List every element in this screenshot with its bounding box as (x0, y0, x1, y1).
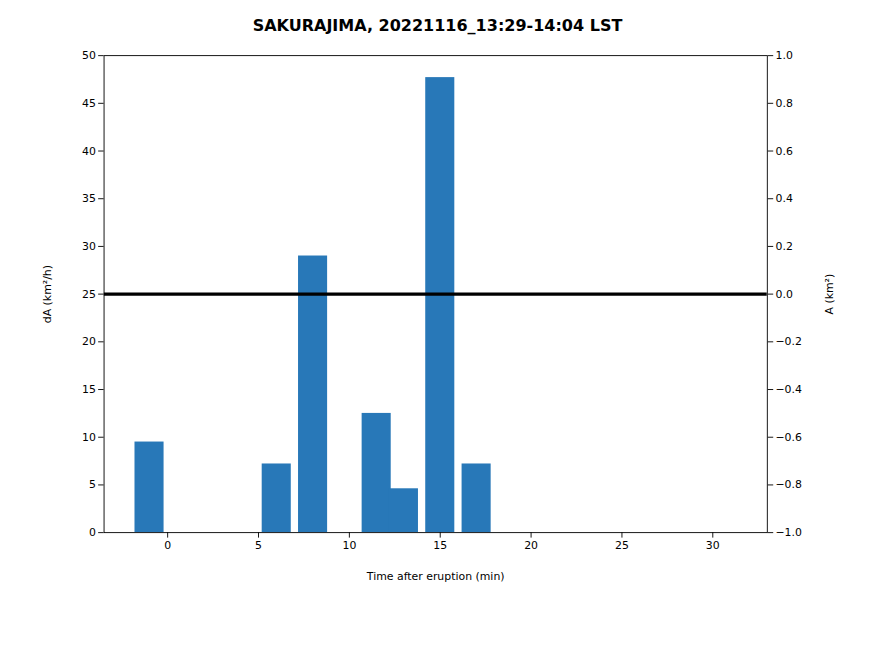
svg-text:35: 35 (82, 192, 96, 205)
svg-text:−0.8: −0.8 (775, 478, 802, 491)
svg-text:30: 30 (82, 240, 96, 253)
svg-text:15: 15 (82, 383, 96, 396)
svg-text:0.6: 0.6 (775, 145, 792, 158)
svg-text:0.2: 0.2 (775, 240, 792, 253)
svg-text:dA (km²/h): dA (km²/h) (41, 265, 54, 323)
svg-text:0.8: 0.8 (775, 97, 792, 110)
svg-text:50: 50 (82, 49, 96, 62)
svg-text:45: 45 (82, 97, 96, 110)
svg-text:0: 0 (164, 539, 171, 552)
svg-text:25: 25 (615, 539, 629, 552)
svg-text:−1.0: −1.0 (775, 526, 802, 539)
svg-text:0: 0 (89, 526, 96, 539)
svg-text:20: 20 (524, 539, 538, 552)
svg-text:−0.6: −0.6 (775, 431, 802, 444)
svg-text:30: 30 (706, 539, 720, 552)
html-text:SAKURAJIMA, 20221116_13:29-14:: SAKURAJIMA, 20221116_13:29-14:04 LST (252, 16, 623, 35)
svg-text:10: 10 (82, 431, 96, 444)
svg-text:−0.4: −0.4 (775, 383, 802, 396)
svg-text:25: 25 (82, 288, 96, 301)
svg-text:5: 5 (89, 478, 96, 491)
svg-text:5: 5 (255, 539, 262, 552)
svg-text:−0.2: −0.2 (775, 335, 801, 348)
svg-text:40: 40 (82, 145, 96, 158)
svg-text:0.0: 0.0 (775, 288, 792, 301)
svg-text:10: 10 (342, 539, 356, 552)
svg-text:1.0: 1.0 (775, 49, 792, 62)
svg-text:20: 20 (82, 335, 96, 348)
svg-text:0.4: 0.4 (775, 192, 792, 205)
svg-text:A (km²): A (km²) (823, 274, 835, 315)
svg-text:Time after eruption (min): Time after eruption (min) (366, 570, 505, 582)
svg-text:15: 15 (433, 539, 447, 552)
